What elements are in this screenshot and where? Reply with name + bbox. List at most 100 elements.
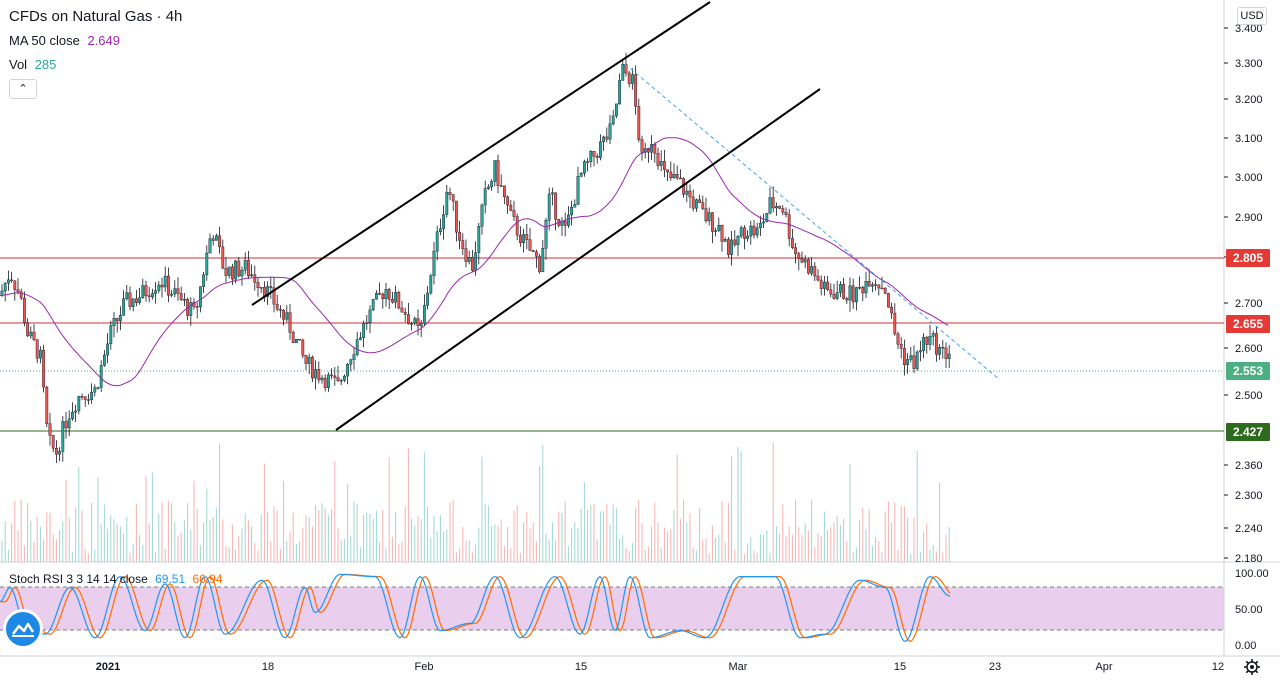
candle-body [295, 339, 298, 343]
volume-bar [449, 502, 451, 562]
candle-body [675, 174, 679, 179]
volume-bar [689, 513, 691, 562]
candle-body [807, 259, 810, 274]
volume-bar [308, 517, 310, 562]
volume-bar [711, 525, 713, 562]
volume-bar [49, 512, 51, 562]
volume-bar [14, 500, 16, 562]
volume-bar [683, 499, 685, 562]
price-tick-label: 2.900 [1235, 212, 1263, 224]
volume-bar [596, 539, 598, 562]
candle-body [810, 266, 814, 274]
volume-bar [763, 534, 765, 562]
candle-body [755, 227, 759, 236]
volume-bar [452, 500, 454, 562]
candle-body [570, 207, 574, 216]
volume-bar [625, 548, 627, 562]
candle-body [896, 333, 900, 345]
volume-bar [91, 502, 93, 562]
volume-bar [446, 529, 448, 562]
currency-button[interactable]: USD [1237, 7, 1267, 25]
stoch-d-line [0, 573, 951, 643]
candle-body [179, 293, 183, 300]
candle-body [535, 251, 538, 257]
gear-icon[interactable] [1243, 658, 1261, 676]
candle-body [519, 234, 522, 243]
volume-bar [491, 525, 493, 562]
volume-bar [129, 552, 131, 562]
volume-bar [708, 553, 710, 562]
time-label: 12 [1212, 661, 1224, 673]
candle-body [93, 387, 97, 393]
volume-bar [30, 520, 32, 562]
candle-body [154, 290, 157, 294]
collapse-legend-button[interactable]: ⌃ [9, 79, 37, 99]
volume-bar [750, 537, 752, 562]
volume-bar [430, 537, 432, 562]
price-tag-resistance-high: 2.805 [1226, 249, 1270, 267]
volume-bar [942, 552, 944, 562]
candle-body [944, 347, 948, 359]
volume-bar [206, 488, 208, 562]
candle-body [727, 239, 730, 255]
candle-body [96, 387, 100, 389]
volume-bar [33, 541, 35, 562]
candle-body [819, 279, 823, 289]
volume-bar [369, 514, 371, 562]
volume-bar [379, 542, 381, 562]
candle-body [528, 239, 532, 251]
volume-bar [4, 521, 6, 562]
volume-bar [295, 543, 297, 562]
volume-bar [910, 553, 912, 562]
volume-bar [494, 524, 496, 562]
volume-bar [391, 536, 393, 562]
candle-body [42, 349, 46, 388]
candle-body [941, 347, 945, 349]
candle-body [445, 192, 449, 215]
volume-bar [923, 532, 925, 562]
volume-bar [737, 446, 739, 562]
candle-body [221, 246, 225, 269]
volume-bar [651, 526, 653, 562]
volume-bar [363, 514, 365, 562]
candle-body [672, 174, 676, 179]
candle-body [640, 139, 644, 153]
tradingview-logo-icon[interactable] [6, 612, 40, 646]
volume-bar [772, 442, 774, 562]
volume-bar [116, 523, 118, 562]
volume-bar [203, 522, 205, 562]
volume-bar [647, 546, 649, 562]
candle-body [339, 380, 343, 382]
candle-body [922, 337, 926, 351]
volume-bar [353, 501, 355, 562]
volume-bar [318, 510, 320, 562]
volume-bar [84, 549, 86, 562]
candle-body [595, 156, 599, 158]
candle-body [109, 325, 113, 345]
volume-bar [260, 514, 262, 562]
candle-body [547, 193, 551, 221]
candle-body [26, 322, 29, 337]
volume-bar [71, 551, 73, 562]
volume-bar [356, 503, 358, 562]
candle-body [864, 281, 868, 294]
candle-body [531, 250, 535, 253]
candle-body [858, 287, 862, 289]
vol-legend: Vol 285 [9, 57, 56, 73]
candle-body [563, 221, 567, 226]
volume-bar [635, 508, 637, 562]
volume-bar [555, 540, 557, 562]
volume-bar [97, 477, 99, 562]
volume-bar [497, 525, 499, 562]
candle-body [800, 258, 804, 263]
volume-bar [843, 518, 845, 562]
volume-bar [859, 520, 861, 562]
volume-bar [743, 553, 745, 562]
volume-bar [177, 535, 179, 562]
volume-bar [385, 548, 387, 562]
candle-body [128, 292, 132, 307]
volume-bar [638, 499, 640, 562]
candle-body [426, 292, 429, 306]
